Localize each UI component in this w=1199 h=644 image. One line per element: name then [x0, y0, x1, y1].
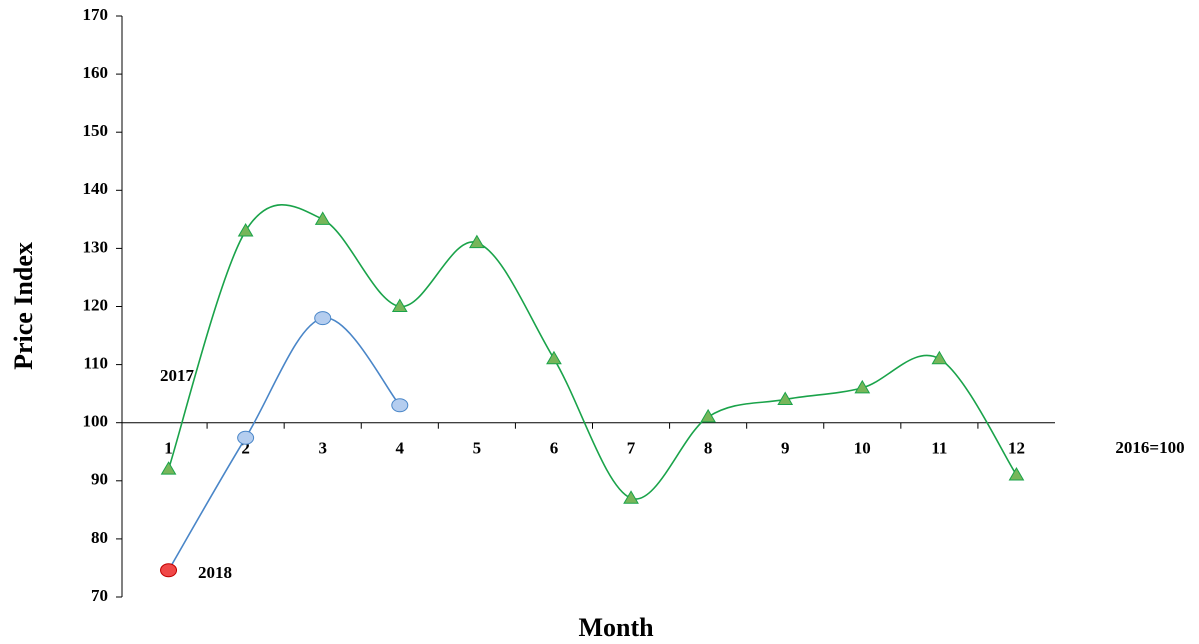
y-tick-label: 110 — [83, 354, 108, 373]
marker — [469, 234, 485, 249]
y-tick-label: 130 — [83, 237, 109, 256]
marker — [160, 461, 177, 475]
annotation: 2016=100 — [1115, 438, 1184, 457]
marker — [931, 350, 948, 365]
marker — [391, 398, 409, 413]
y-tick-label: 170 — [83, 5, 109, 24]
marker — [623, 490, 639, 504]
y-tick-label: 70 — [91, 586, 108, 605]
x-tick-label: 10 — [854, 439, 871, 458]
x-tick-label: 11 — [931, 439, 947, 458]
y-tick-label: 150 — [83, 121, 109, 140]
y-tick-label: 80 — [91, 528, 108, 547]
y-tick-label: 100 — [83, 412, 109, 431]
series-label: 2017 — [160, 366, 195, 385]
marker — [237, 222, 254, 237]
marker — [160, 563, 178, 578]
x-tick-label: 7 — [627, 439, 636, 458]
y-tick-label: 120 — [83, 295, 109, 314]
x-tick-label: 12 — [1008, 439, 1025, 458]
marker — [854, 379, 871, 394]
marker — [1008, 466, 1025, 481]
y-axis-title: Price Index — [9, 242, 38, 370]
x-axis-title: Month — [578, 613, 654, 642]
marker — [546, 350, 562, 365]
marker — [700, 408, 716, 423]
x-tick-label: 2 — [241, 439, 250, 458]
y-tick-label: 160 — [83, 63, 109, 82]
marker — [314, 211, 331, 225]
marker — [237, 430, 255, 445]
x-tick-label: 1 — [164, 439, 173, 458]
x-tick-label: 9 — [781, 439, 790, 458]
marker — [314, 311, 332, 326]
series-line — [167, 317, 401, 571]
y-tick-label: 90 — [91, 470, 108, 489]
marker — [391, 298, 408, 312]
x-tick-label: 3 — [318, 439, 327, 458]
y-tick-label: 140 — [83, 179, 109, 198]
x-tick-label: 8 — [704, 439, 713, 458]
marker — [777, 391, 794, 405]
series-line — [167, 204, 1018, 500]
x-tick-label: 5 — [473, 439, 482, 458]
series-label: 2018 — [198, 563, 232, 582]
x-tick-label: 6 — [550, 439, 559, 458]
x-tick-label: 4 — [396, 439, 405, 458]
